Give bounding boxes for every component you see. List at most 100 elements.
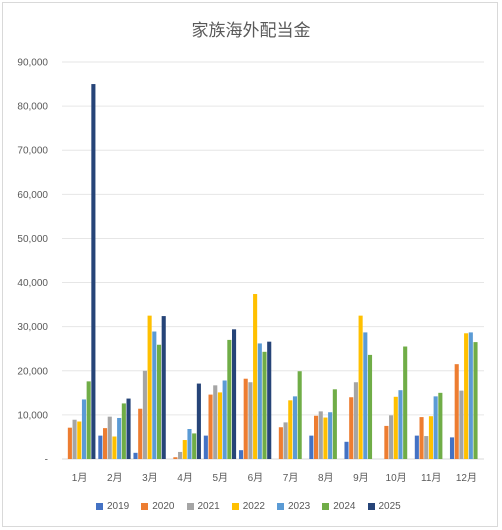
x-tick-label: 6月 [248,472,264,484]
bar-2022-7月 [288,400,293,459]
bar-2023-7月 [292,396,298,459]
legend-swatch [277,502,284,510]
bar-2024-5月 [227,339,232,459]
y-tick-label: 90,000 [17,58,48,69]
bar-2019-6月 [238,450,244,459]
bar-2022-9月 [358,315,363,459]
bar-2022-10月 [393,396,398,459]
bar-2020-10月 [384,425,389,459]
bar-2023-12月 [468,332,473,459]
bar-2024-1月 [86,381,91,459]
legend-item-2025: 2025 [367,500,401,512]
bar-2023-8月 [328,412,333,459]
legend-label: 2021 [197,500,220,512]
bar-2019-5月 [203,435,208,459]
legend-item-2021: 2021 [186,500,220,512]
bar-2023-5月 [222,380,227,459]
bar-2021-12月 [459,390,464,459]
bar-2021-2月 [107,416,112,459]
bar-2020-12月 [454,364,459,459]
legend-label: 2023 [288,500,311,512]
bar-2021-8月 [318,411,323,459]
legend-label: 2019 [107,500,130,512]
bar-2021-10月 [389,415,394,459]
legend-item-2023: 2023 [277,501,310,512]
bar-2019-8月 [309,435,314,459]
y-tick-label: 20,000 [17,366,48,377]
bar-2025-1月 [91,84,96,460]
y-tick-label: - [45,455,48,466]
bar-2022-2月 [112,436,117,459]
bar-2023-3月 [152,331,157,459]
legend-swatch [96,502,103,510]
legend-label: 2025 [378,500,401,512]
legend-label: 2024 [333,500,356,512]
bar-2019-2月 [98,435,103,459]
legend-item-2019: 2019 [96,501,129,512]
bar-2020-5月 [208,394,213,459]
bar-2025-2月 [126,398,131,459]
bar-2023-4月 [187,429,192,459]
bar-2020-9月 [349,397,354,459]
bar-2023-11月 [433,396,438,459]
bar-2024-4月 [192,433,197,459]
bar-2023-10月 [398,390,403,459]
bar-2020-3月 [138,408,143,459]
legend-swatch [367,502,375,510]
bar-2019-3月 [133,452,138,459]
bar-2025-6月 [267,341,272,459]
legend-label: 2020 [152,500,175,512]
x-tick-label: 7月 [283,472,299,484]
x-tick-label: 4月 [177,472,193,484]
y-tick-label: 40,000 [17,278,48,289]
legend-swatch [322,502,330,510]
x-tick-label: 10月 [386,472,407,484]
bar-2024-10月 [403,346,408,459]
chart-title: 家族海外配当金 [191,21,311,41]
y-tick-label: 30,000 [17,322,48,333]
bar-2021-4月 [178,451,183,459]
bar-2025-5月 [232,329,237,459]
x-tick-label: 5月 [212,472,228,484]
bar-2022-6月 [253,294,258,459]
bar-2022-8月 [323,417,328,459]
bar-2022-5月 [217,392,222,459]
y-tick-label: 60,000 [17,190,48,201]
bar-2023-1月 [81,399,87,459]
bar-2023-6月 [257,343,262,459]
x-tick-label: 12月 [456,472,477,484]
y-tick-label: 80,000 [17,102,48,113]
legend-swatch [141,502,149,510]
bar-2022-1月 [77,421,82,459]
bar-2021-11月 [424,436,429,459]
bar-2020-1月 [67,427,72,459]
bar-2024-11月 [438,392,443,459]
bar-2019-11月 [414,435,419,459]
bar-2020-6月 [243,378,248,459]
bar-2024-3月 [156,344,162,459]
bar-2021-5月 [213,385,218,459]
legend-item-2024: 2024 [322,500,356,512]
bar-2025-4月 [196,383,201,459]
bar-2021-1月 [72,419,77,459]
bar-2021-6月 [248,382,253,459]
bar-2022-11月 [428,416,433,459]
bar-2022-4月 [182,440,187,459]
legend-item-2022: 2022 [231,501,265,512]
legend-swatch [186,502,194,510]
bar-2020-2月 [103,428,108,459]
y-tick-label: 10,000 [17,410,48,421]
bar-2022-12月 [464,333,469,459]
bar-2023-2月 [117,417,122,459]
bar-2024-2月 [121,403,126,459]
bar-2022-3月 [147,315,152,459]
x-tick-label: 11月 [421,472,441,484]
bar-2021-3月 [142,370,147,459]
bar-2024-9月 [367,354,373,459]
bar-2020-11月 [419,417,424,459]
x-tick-label: 2月 [107,472,123,484]
bar-2024-12月 [473,342,478,459]
x-tick-label: 3月 [142,472,158,484]
bar-2024-7月 [297,371,302,459]
legend-item-2020: 2020 [141,500,175,512]
